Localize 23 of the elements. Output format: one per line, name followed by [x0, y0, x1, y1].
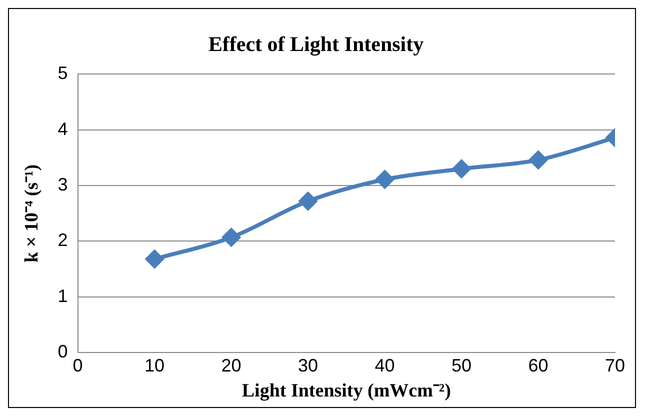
x-tick-label: 20	[221, 355, 242, 376]
y-axis-title: k × 10⁻⁴ (s⁻¹)	[21, 164, 42, 262]
x-tick-label: 60	[528, 355, 548, 376]
point	[376, 170, 394, 188]
point	[529, 150, 548, 169]
x-tick-label: 0	[72, 355, 83, 376]
point	[299, 192, 318, 210]
y-tick-label: 3	[58, 174, 68, 195]
x-axis-title: Light Intensity (mWcm⁻²)	[242, 380, 451, 402]
point	[146, 250, 164, 268]
y-tick-label: 4	[58, 118, 68, 139]
y-tick-label: 1	[58, 286, 68, 306]
x-tick-label: 70	[604, 355, 626, 376]
x-tick-label: 50	[452, 355, 472, 376]
y-tick-label: 5	[58, 63, 68, 84]
x-tick-label: 30	[298, 355, 318, 376]
chart-title: Effect of Light Intensity	[208, 32, 424, 56]
y-tick-label: 0	[58, 342, 68, 362]
y-tick-label: 2	[58, 230, 68, 250]
point	[452, 160, 471, 178]
x-tick-label: 40	[374, 355, 395, 376]
x-tick-label: 10	[144, 355, 165, 376]
point	[222, 228, 240, 246]
